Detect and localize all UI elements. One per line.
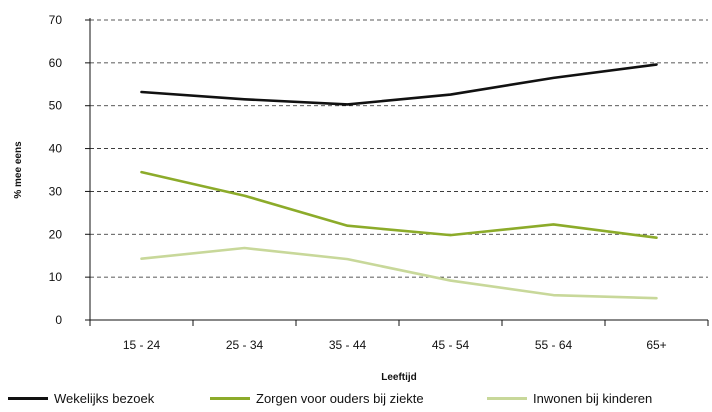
x-tick-labels: 15 - 24 25 - 34 35 - 44 45 - 54 55 - 64 65+ (123, 338, 667, 352)
legend-item: Inwonen bij kinderen (487, 391, 652, 406)
legend-label: Inwonen bij kinderen (533, 391, 653, 406)
x-tick-label: 45 - 54 (432, 338, 470, 352)
legend-swatch (8, 397, 48, 400)
series-line-2 (140, 170, 658, 240)
x-tick-label: 15 - 24 (123, 338, 161, 352)
x-tick-label: 65+ (646, 338, 666, 352)
y-tick-label: 70 (49, 13, 63, 27)
series-line-3 (140, 246, 658, 300)
legend: Wekelijks bezoek Zorgen voor ouders bij z… (0, 390, 712, 410)
y-tick-label: 50 (49, 99, 63, 113)
series-lines (140, 63, 658, 300)
x-tick-label: 35 - 44 (329, 338, 367, 352)
legend-label: Zorgen voor ouders bij ziekte (256, 391, 424, 406)
y-tick-label: 30 (49, 184, 63, 198)
legend-item: Wekelijks bezoek (8, 391, 154, 406)
x-tick-label: 25 - 34 (226, 338, 264, 352)
legend-item: Zorgen voor ouders bij ziekte (210, 391, 424, 406)
y-tick-labels: 0 10 20 30 40 50 60 70 (49, 13, 63, 327)
legend-swatch (487, 397, 527, 400)
y-tick-label: 40 (49, 142, 63, 156)
series-line-1 (140, 63, 658, 106)
y-tick-label: 0 (55, 313, 62, 327)
legend-swatch (210, 397, 250, 400)
legend-label: Wekelijks bezoek (54, 391, 155, 406)
x-axis-label: Leeftijd (381, 372, 417, 383)
x-tick-label: 55 - 64 (535, 338, 573, 352)
y-tick-label: 60 (49, 56, 63, 70)
axes (85, 18, 709, 326)
y-axis-label: % mee eens (13, 141, 24, 199)
gridlines (90, 19, 708, 278)
y-tick-label: 20 (49, 227, 63, 241)
y-tick-label: 10 (49, 270, 63, 284)
